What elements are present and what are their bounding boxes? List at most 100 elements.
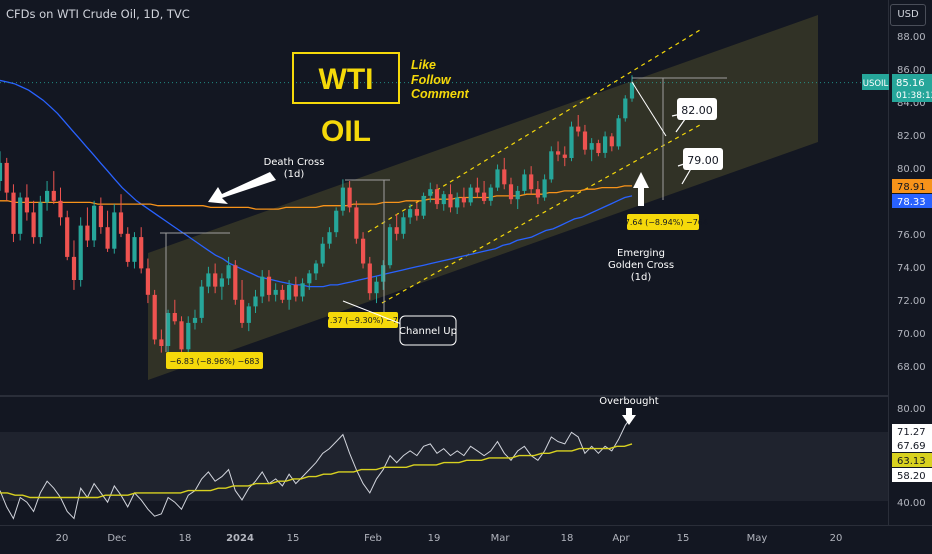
candle[interactable] [226,256,231,285]
candle[interactable] [327,227,332,249]
candle[interactable] [320,237,325,267]
candles[interactable] [0,75,635,355]
candle[interactable] [266,270,272,302]
candle[interactable] [434,184,440,210]
candle[interactable] [159,329,164,353]
candle[interactable] [502,157,507,190]
candle[interactable] [240,280,245,328]
candle[interactable] [105,210,110,252]
candle[interactable] [408,204,413,224]
candle[interactable] [488,184,493,206]
candle[interactable] [421,192,426,219]
candle[interactable] [18,192,23,241]
candle[interactable] [260,270,265,304]
candle[interactable] [233,260,238,305]
axes[interactable]: 88.0086.0084.0082.0080.0078.0076.0074.00… [56,32,932,544]
candle[interactable] [475,177,480,198]
candle[interactable] [24,184,29,221]
candle[interactable] [414,202,419,221]
candle[interactable] [300,278,305,302]
candle[interactable] [172,299,177,325]
candle[interactable] [273,283,278,302]
candle[interactable] [542,174,547,201]
candle[interactable] [78,217,83,287]
candle[interactable] [482,181,487,205]
candle[interactable] [293,276,298,302]
candle[interactable] [51,171,56,205]
candle[interactable] [374,276,379,304]
candle[interactable] [428,182,433,203]
candle[interactable] [623,95,628,122]
symbol-label-box[interactable] [862,74,889,90]
candle[interactable] [535,181,540,205]
candle[interactable] [38,195,43,244]
candle[interactable] [199,280,204,323]
candle[interactable] [206,266,211,294]
candle[interactable] [387,223,393,269]
candle[interactable] [367,256,372,300]
candle[interactable] [448,184,453,213]
candle[interactable] [307,270,312,290]
candle[interactable] [515,185,520,210]
candle[interactable] [31,200,36,244]
candle[interactable] [455,192,460,214]
candle[interactable] [401,212,406,239]
candle[interactable] [603,131,608,158]
candle[interactable] [58,187,63,226]
candle[interactable] [45,181,50,211]
candle[interactable] [0,151,3,191]
candle[interactable] [85,207,90,247]
candle[interactable] [186,316,191,355]
candle[interactable] [468,184,473,206]
candle[interactable] [280,284,285,304]
candle[interactable] [381,260,386,290]
candle[interactable] [441,190,446,211]
candle[interactable] [65,210,70,261]
candle[interactable] [582,124,588,155]
candle[interactable] [192,309,198,330]
candle[interactable] [152,289,157,345]
candle[interactable] [125,227,130,267]
candle[interactable] [549,146,554,183]
candle[interactable] [246,303,251,332]
currency-button[interactable]: USD [890,4,926,26]
candle[interactable] [334,207,339,238]
candle[interactable] [118,194,124,238]
candle[interactable] [529,166,534,195]
candle[interactable] [609,133,614,152]
candle[interactable] [616,115,621,150]
pane-separator[interactable] [0,395,888,397]
candle[interactable] [92,200,97,247]
candle[interactable] [253,289,258,313]
candle[interactable] [166,309,171,353]
candle[interactable] [576,115,581,137]
candle[interactable] [313,260,319,280]
candle[interactable] [11,184,16,243]
candle[interactable] [179,316,184,353]
candle[interactable] [139,227,144,274]
candle[interactable] [347,181,352,213]
candle[interactable] [508,177,514,205]
candle[interactable] [596,139,601,157]
candle[interactable] [495,164,500,191]
rsi-pane[interactable] [0,415,633,520]
symbol-title[interactable]: CFDs on WTI Crude Oil, 1D, TVC [6,7,190,21]
candle[interactable] [4,157,9,201]
candle[interactable] [589,138,594,162]
candle[interactable] [71,240,77,290]
candle[interactable] [394,214,399,241]
candle[interactable] [98,197,103,234]
candle[interactable] [556,141,561,162]
candle[interactable] [354,200,359,244]
last-price-box[interactable] [892,74,932,102]
candle[interactable] [461,187,466,208]
candle[interactable] [213,263,218,294]
candle[interactable] [132,232,137,269]
candle[interactable] [145,258,150,304]
candle[interactable] [219,273,224,300]
candle[interactable] [340,179,345,216]
candle[interactable] [522,169,527,195]
candle[interactable] [562,146,567,167]
candle[interactable] [361,232,366,269]
